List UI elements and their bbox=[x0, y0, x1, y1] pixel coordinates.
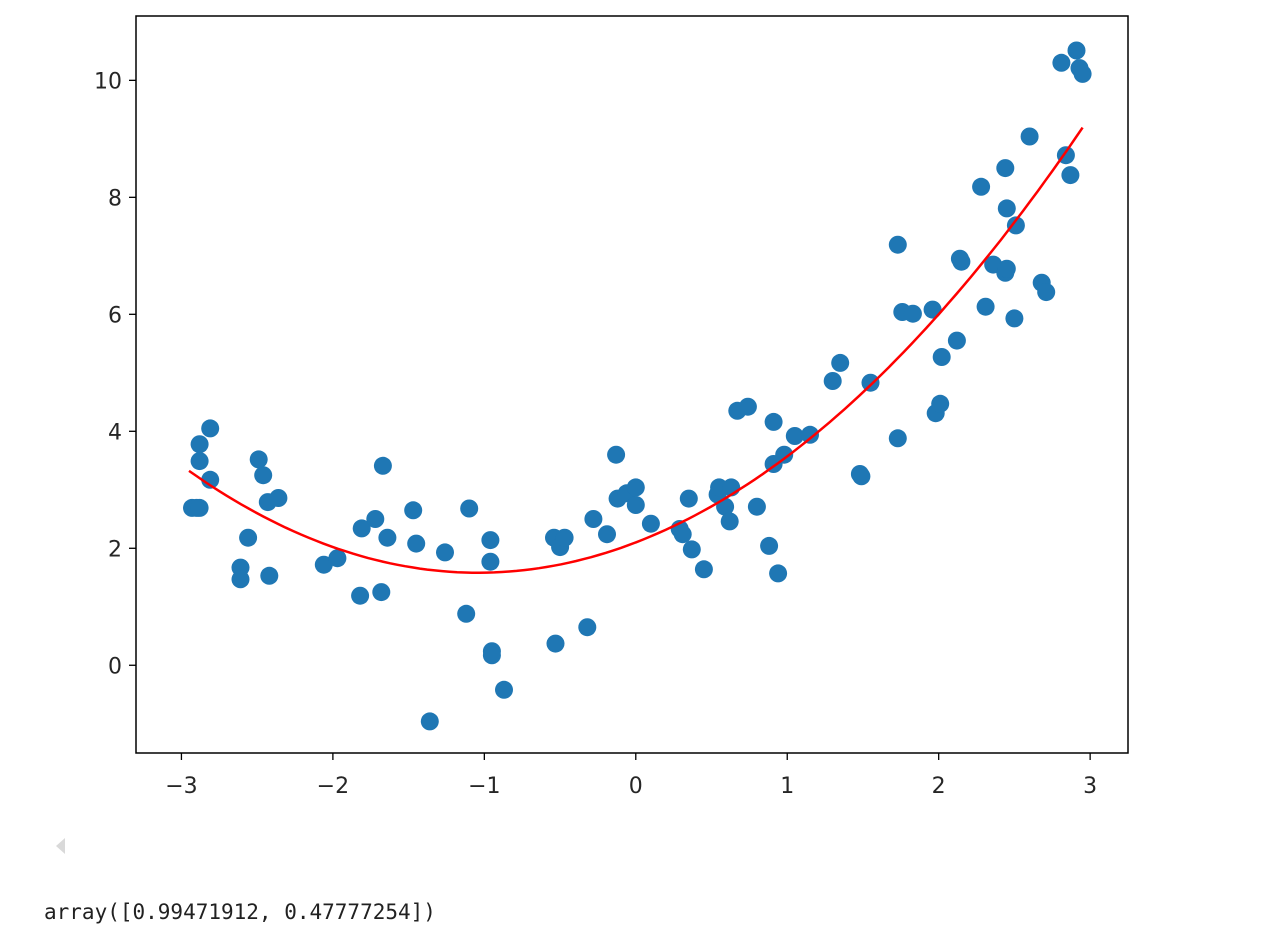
x-tick-label: 0 bbox=[629, 774, 643, 799]
scatter-point bbox=[823, 372, 842, 390]
scatter-point bbox=[1020, 127, 1039, 146]
scatter-point bbox=[351, 586, 370, 605]
scatter-point bbox=[831, 353, 850, 372]
y-tick-label: 0 bbox=[108, 654, 122, 679]
x-tick-label: 1 bbox=[780, 774, 794, 799]
scatter-point bbox=[482, 646, 501, 665]
scatter-point bbox=[239, 528, 258, 547]
scatter-point bbox=[372, 583, 391, 602]
scatter-point bbox=[1067, 41, 1086, 60]
scatter-point bbox=[1061, 166, 1080, 185]
x-tick-label: −2 bbox=[317, 774, 349, 799]
scatter-point bbox=[578, 618, 597, 637]
scatter-point bbox=[679, 489, 698, 508]
x-tick-label: 3 bbox=[1083, 774, 1097, 799]
scatter-point bbox=[888, 235, 907, 254]
scatter-point bbox=[641, 514, 660, 533]
scatter-point bbox=[260, 566, 279, 585]
scatter-point bbox=[352, 519, 371, 538]
scatter-point bbox=[269, 489, 288, 507]
scatter-point bbox=[1037, 283, 1056, 302]
scatter-point bbox=[923, 300, 942, 319]
scatter-point bbox=[764, 412, 783, 431]
y-tick-label: 6 bbox=[108, 303, 122, 328]
fit-curve-line bbox=[188, 126, 1084, 574]
scatter-point bbox=[231, 570, 250, 589]
scatter-point bbox=[747, 497, 766, 516]
scatter-point bbox=[598, 525, 616, 544]
scatter-point bbox=[673, 525, 692, 544]
scatter-point bbox=[952, 252, 971, 271]
scatter-point bbox=[903, 304, 922, 323]
scatter-point bbox=[931, 394, 950, 413]
scatter-point bbox=[682, 540, 701, 559]
scatter-point bbox=[976, 297, 995, 316]
scatter-point bbox=[769, 564, 788, 583]
scatter-point bbox=[947, 331, 966, 350]
output-text: array([0.99471912, 0.47777254]) bbox=[44, 900, 436, 924]
scatter-point bbox=[404, 501, 423, 520]
scatter-point bbox=[254, 466, 273, 485]
scatter-point bbox=[997, 199, 1016, 218]
scatter-point bbox=[190, 498, 209, 517]
scatter-point bbox=[407, 534, 426, 553]
scatter-point bbox=[852, 467, 871, 486]
axes-frame bbox=[135, 15, 1129, 754]
scatter-point bbox=[1052, 53, 1071, 72]
scatter-point bbox=[249, 450, 268, 469]
scatter-point bbox=[366, 510, 385, 528]
x-tick-label: −3 bbox=[165, 774, 197, 799]
scatter-point bbox=[481, 531, 500, 550]
scatter-point bbox=[720, 512, 739, 531]
scatter-point bbox=[775, 445, 794, 464]
y-tick-label: 10 bbox=[94, 69, 122, 94]
scatter-point bbox=[760, 536, 779, 555]
scatter-point bbox=[694, 560, 713, 579]
scatter-point bbox=[584, 510, 603, 528]
scatter-point bbox=[555, 528, 574, 547]
scatter-point bbox=[888, 429, 907, 448]
scatter-point bbox=[626, 478, 645, 497]
scatter-point bbox=[436, 543, 454, 562]
scatter-point bbox=[373, 456, 392, 475]
scatter-point bbox=[546, 634, 565, 653]
scatter-chart: −3 −2 −1 0 1 2 3 0 2 4 6 8 10 bbox=[94, 15, 1129, 799]
scatter-point bbox=[801, 425, 819, 444]
scatter-point bbox=[997, 259, 1016, 278]
scatter-point bbox=[607, 445, 626, 464]
scatter-point bbox=[996, 159, 1015, 178]
x-tick-label: 2 bbox=[932, 774, 946, 799]
scatter-point bbox=[314, 555, 333, 574]
scatter-point bbox=[201, 470, 220, 489]
scatter-point bbox=[1005, 309, 1024, 328]
scatter-point bbox=[932, 348, 951, 366]
scatter-point bbox=[626, 496, 645, 514]
x-tick-label: −1 bbox=[468, 774, 500, 799]
y-tick-label: 4 bbox=[108, 420, 122, 445]
scatter-point bbox=[201, 419, 220, 438]
scatter-point bbox=[861, 373, 880, 392]
scatter-point bbox=[460, 499, 479, 518]
y-tick-label: 8 bbox=[108, 186, 122, 211]
scatter-point bbox=[457, 604, 476, 623]
y-tick-label: 2 bbox=[108, 537, 122, 562]
scatter-point bbox=[1073, 64, 1092, 83]
scatter-point bbox=[190, 435, 209, 454]
scatter-point bbox=[1006, 216, 1025, 235]
plot-area: −3 −2 −1 0 1 2 3 0 2 4 6 8 10 bbox=[94, 15, 1129, 799]
scatter-point bbox=[420, 712, 439, 731]
scatter-point bbox=[972, 177, 991, 196]
scatter-point bbox=[378, 528, 397, 547]
scatter-point bbox=[785, 427, 804, 445]
scatter-point bbox=[190, 452, 209, 471]
scatter-point bbox=[738, 397, 757, 416]
collapse-output-arrow-icon[interactable] bbox=[56, 838, 65, 854]
scatter-point bbox=[481, 552, 500, 571]
scatter-point bbox=[495, 680, 513, 699]
scatter-point bbox=[328, 549, 347, 568]
